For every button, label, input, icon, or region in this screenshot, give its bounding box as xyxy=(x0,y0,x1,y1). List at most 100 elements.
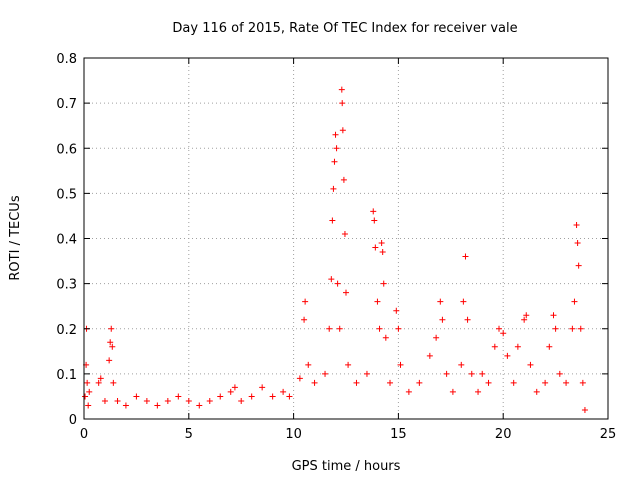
data-point xyxy=(387,379,394,386)
data-point xyxy=(227,388,234,395)
data-point xyxy=(374,298,381,305)
data-point xyxy=(154,402,161,409)
data-point xyxy=(464,316,471,323)
data-point xyxy=(108,325,115,332)
data-point xyxy=(563,379,570,386)
data-point xyxy=(238,397,245,404)
chart-title: Day 116 of 2015, Rate Of TEC Index for r… xyxy=(172,21,517,36)
x-tick-label: 15 xyxy=(390,427,407,442)
data-point xyxy=(378,240,385,247)
data-point xyxy=(311,379,318,386)
y-tick-label: 0.8 xyxy=(56,52,77,67)
data-point xyxy=(514,343,521,350)
data-point xyxy=(338,86,345,93)
data-point xyxy=(443,370,450,377)
data-point xyxy=(343,289,349,296)
data-point xyxy=(114,397,121,404)
x-tick-label: 5 xyxy=(185,427,193,442)
data-point xyxy=(353,379,360,386)
data-point xyxy=(542,379,549,386)
data-point xyxy=(206,397,213,404)
data-point xyxy=(397,361,404,368)
data-point xyxy=(97,375,104,382)
data-point xyxy=(330,185,337,192)
data-point xyxy=(372,244,379,251)
data-point xyxy=(581,406,588,413)
data-point xyxy=(491,343,498,350)
data-point xyxy=(345,361,352,368)
data-point xyxy=(341,230,348,237)
data-point xyxy=(449,388,456,395)
data-point xyxy=(462,253,469,260)
data-point xyxy=(322,370,329,377)
data-point xyxy=(458,361,465,368)
data-point xyxy=(579,379,586,386)
data-point xyxy=(175,393,182,400)
data-point xyxy=(302,298,309,305)
data-point xyxy=(86,388,93,395)
data-point xyxy=(405,388,412,395)
data-point xyxy=(569,325,576,332)
data-point xyxy=(437,298,444,305)
data-point xyxy=(426,352,433,359)
data-point xyxy=(475,388,482,395)
data-point xyxy=(82,393,89,400)
data-point xyxy=(248,393,255,400)
y-tick-label: 0.6 xyxy=(56,142,77,157)
data-point xyxy=(331,158,338,165)
data-point xyxy=(500,330,507,337)
data-point xyxy=(164,397,171,404)
data-point xyxy=(376,325,383,332)
data-point xyxy=(339,100,346,107)
data-point xyxy=(571,298,578,305)
y-tick-label: 0 xyxy=(69,413,77,428)
data-point xyxy=(379,249,386,256)
data-point xyxy=(395,325,402,332)
data-point xyxy=(370,208,377,215)
data-point xyxy=(122,402,129,409)
data-point xyxy=(269,393,276,400)
data-point xyxy=(301,316,308,323)
ticks-layer: 0 0.1 0.2 0.3 0.4 0.5 0.6 0.7 0.8 0 5 10 15 20 25 xyxy=(56,52,616,442)
x-tick-label: 25 xyxy=(600,427,617,442)
x-tick-label: 20 xyxy=(495,427,512,442)
grid-layer xyxy=(84,58,608,419)
data-point xyxy=(479,370,486,377)
data-point xyxy=(496,325,503,332)
data-point xyxy=(574,240,581,247)
data-point xyxy=(460,298,467,305)
x-axis-title: GPS time / hours xyxy=(292,459,401,474)
data-point xyxy=(504,352,511,359)
data-point xyxy=(101,397,108,404)
data-point xyxy=(573,221,580,228)
data-point xyxy=(371,217,378,224)
data-point xyxy=(533,388,540,395)
data-point xyxy=(485,379,492,386)
data-point xyxy=(95,379,102,386)
data-point xyxy=(527,361,534,368)
data-point xyxy=(393,307,400,314)
data-point xyxy=(334,280,341,287)
y-tick-label: 0.1 xyxy=(56,368,77,383)
data-point xyxy=(286,393,293,400)
points-layer xyxy=(82,86,588,413)
data-point xyxy=(259,384,266,391)
data-point xyxy=(110,379,117,386)
data-point xyxy=(329,217,336,224)
data-point xyxy=(84,379,91,386)
data-point xyxy=(217,393,224,400)
data-point xyxy=(550,312,557,319)
data-point xyxy=(305,361,312,368)
data-point xyxy=(575,262,582,269)
data-point xyxy=(339,127,346,134)
data-point xyxy=(521,316,528,323)
data-point xyxy=(510,379,517,386)
data-point xyxy=(143,397,150,404)
data-point xyxy=(552,325,559,332)
data-point xyxy=(107,339,114,346)
y-tick-label: 0.2 xyxy=(56,323,77,338)
y-axis-title: ROTI / TECUs xyxy=(8,195,23,280)
data-point xyxy=(340,176,347,183)
data-point xyxy=(333,145,340,152)
